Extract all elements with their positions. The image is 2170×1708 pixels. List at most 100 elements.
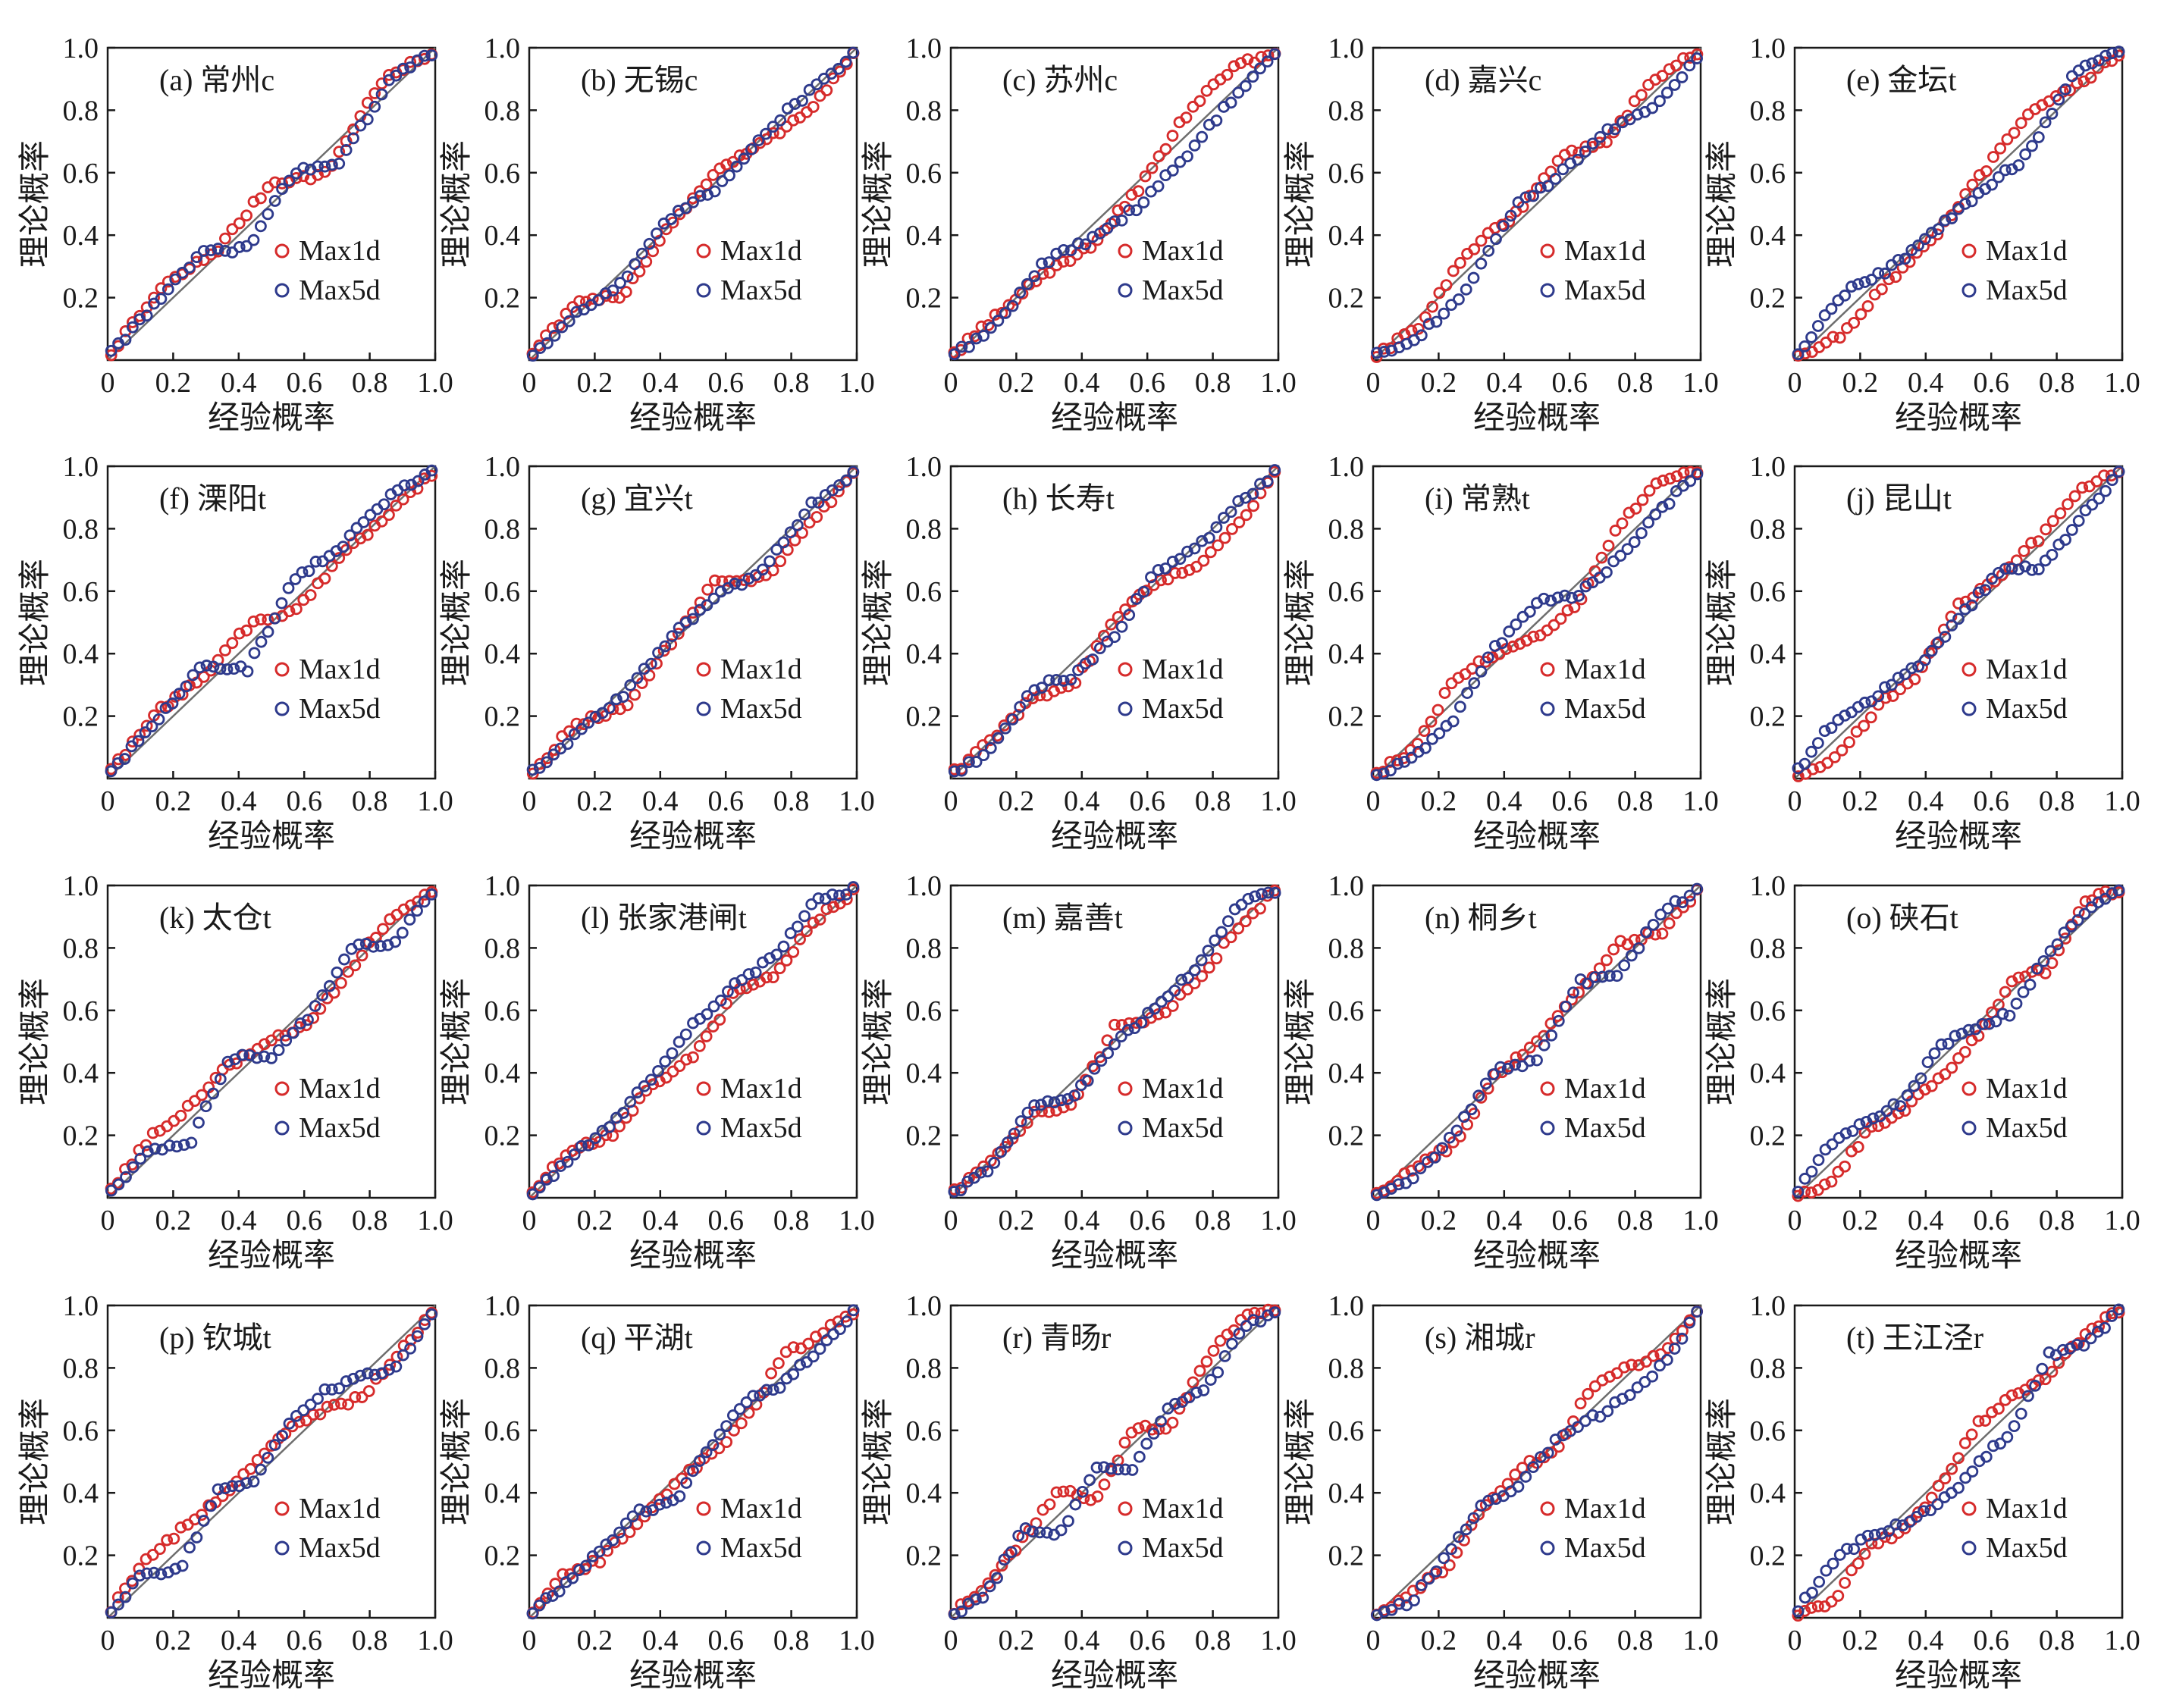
- y-tick-label: 1.0: [1750, 451, 1786, 483]
- data-point: [1121, 1023, 1134, 1036]
- data-point: [767, 127, 779, 139]
- data-point: [1798, 340, 1811, 353]
- data-point: [1513, 638, 1526, 650]
- data-point: [318, 1383, 331, 1396]
- data-point: [1549, 173, 1562, 185]
- data-point: [1486, 651, 1499, 664]
- data-point: [169, 273, 182, 286]
- y-tick-label: 1.0: [63, 870, 99, 902]
- y-tick-label: 0.4: [1750, 220, 1786, 252]
- panel-label: (i) 常熟t: [1425, 481, 1530, 516]
- data-point: [1241, 53, 1254, 66]
- panel-label: (q) 平湖t: [581, 1321, 693, 1355]
- data-point: [1460, 283, 1472, 296]
- data-point: [814, 914, 826, 926]
- data-point: [1640, 1355, 1652, 1368]
- data-point: [1635, 527, 1648, 540]
- data-point: [1818, 309, 1831, 321]
- reference-line: [1794, 885, 2123, 1199]
- subplot-f: 0 0.2 0.4 0.6 0.8 1.00.20.40.60.81.0经验概率理论概率(…: [17, 451, 453, 854]
- data-point: [1579, 1415, 1591, 1428]
- data-point: [207, 1087, 220, 1100]
- data-point: [411, 904, 423, 917]
- data-point: [713, 1442, 726, 1455]
- y-tick-label: 0.8: [1328, 1352, 1365, 1384]
- data-point: [283, 605, 296, 618]
- data-point: [1137, 585, 1150, 598]
- data-point: [757, 563, 769, 576]
- data-point: [773, 962, 786, 975]
- data-point: [787, 945, 800, 958]
- data-point: [1848, 316, 1861, 329]
- data-point: [1174, 553, 1187, 566]
- y-tick-label: 0.6: [484, 576, 521, 608]
- y-tick-label: 1.0: [906, 451, 942, 483]
- y-tick-label: 0.2: [1750, 283, 1786, 315]
- x-tick-label: 0.2: [1421, 367, 1457, 399]
- data-point: [526, 1188, 539, 1201]
- y-axis-title: 理论概率: [861, 140, 896, 268]
- data-point: [1946, 619, 1958, 631]
- data-point: [541, 337, 553, 349]
- x-tick-label: 1.0: [417, 1625, 453, 1656]
- data-point: [171, 1140, 183, 1153]
- data-point: [1188, 542, 1201, 555]
- x-tick-label: 0.6: [286, 367, 322, 399]
- data-point: [126, 316, 139, 328]
- data-point: [1551, 1010, 1564, 1022]
- data-point: [1487, 1068, 1500, 1081]
- data-point: [1438, 307, 1450, 320]
- data-point: [1939, 1068, 1952, 1080]
- panel-label: (t) 王江泾r: [1846, 1321, 1983, 1355]
- data-point: [2058, 926, 2071, 939]
- data-point: [1643, 484, 1656, 497]
- data-point: [1440, 279, 1453, 292]
- data-point: [1691, 48, 1704, 61]
- data-point: [2008, 1420, 2021, 1433]
- data-point: [146, 720, 158, 733]
- data-point: [948, 1608, 961, 1621]
- data-point: [1041, 1095, 1054, 1108]
- data-point: [255, 220, 267, 233]
- data-point: [707, 592, 720, 605]
- data-point: [955, 1598, 967, 1610]
- legend-label: Max1d: [299, 1493, 381, 1525]
- legend-label: Max1d: [720, 235, 802, 267]
- data-point: [1845, 1564, 1858, 1577]
- legend-marker: [1118, 662, 1133, 677]
- data-point: [335, 1397, 347, 1410]
- data-point: [1233, 516, 1246, 528]
- data-point: [1118, 1437, 1131, 1449]
- data-point: [1839, 1127, 1852, 1139]
- data-point: [2059, 932, 2071, 945]
- data-point: [1503, 625, 1516, 638]
- legend-label: Max1d: [1986, 1073, 2068, 1105]
- data-point: [250, 1051, 263, 1064]
- data-point: [1925, 1491, 1938, 1504]
- series-max5d: [1792, 45, 2125, 361]
- data-point: [839, 55, 852, 68]
- data-point: [2078, 907, 2091, 920]
- data-point: [1146, 161, 1159, 174]
- y-tick-label: 0.8: [1328, 95, 1365, 127]
- data-point: [1105, 618, 1118, 631]
- y-tick-label: 1.0: [484, 33, 521, 64]
- data-point: [1076, 1485, 1089, 1498]
- data-point: [1195, 954, 1208, 967]
- data-point: [1112, 1463, 1124, 1476]
- y-tick-label: 1.0: [906, 33, 942, 64]
- legend-marker: [1540, 283, 1555, 298]
- data-point: [174, 1109, 187, 1122]
- data-point: [1461, 687, 1473, 699]
- x-tick-label: 0: [101, 785, 115, 817]
- data-point: [1839, 709, 1852, 722]
- data-point: [161, 1534, 174, 1547]
- data-point: [1894, 1100, 1907, 1113]
- x-tick-label: 0: [944, 785, 958, 817]
- data-point: [2029, 1379, 2042, 1392]
- legend-marker: [1961, 243, 1977, 259]
- data-point: [707, 1020, 720, 1033]
- data-point: [168, 1532, 180, 1545]
- data-point: [708, 574, 721, 587]
- data-point: [992, 732, 1005, 744]
